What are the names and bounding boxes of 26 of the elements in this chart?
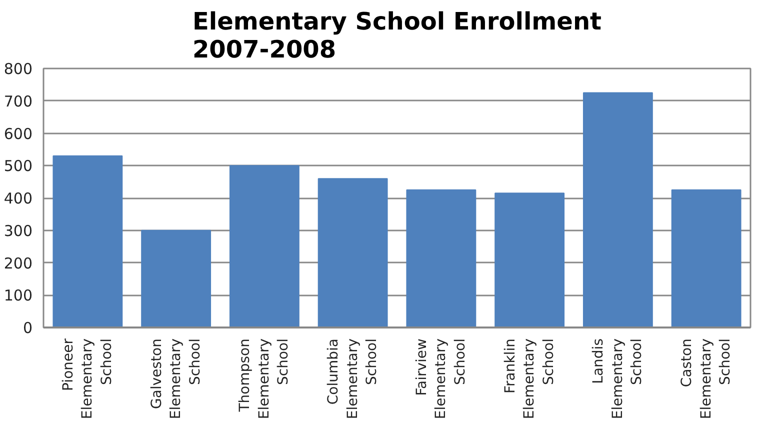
bar <box>582 92 653 328</box>
bar <box>671 189 742 328</box>
y-tick-label: 100 <box>4 286 33 305</box>
x-tick-label: Thompson Elementary School <box>237 338 292 420</box>
bar <box>141 230 212 328</box>
y-tick-label: 500 <box>4 157 33 176</box>
x-tick-label: Galveston Elementary School <box>148 338 204 420</box>
y-tick-label: 400 <box>4 190 33 208</box>
chart-title: Elementary School Enrollment 2007-2008 <box>192 8 602 64</box>
x-tick-label: Columbia Elementary School <box>326 338 380 420</box>
x-tick-label: Fairview Elementary School <box>414 338 468 420</box>
y-tick-label: 300 <box>4 222 33 240</box>
y-tick-label: 200 <box>4 254 33 272</box>
x-tick-label: Pioneer Elementary School <box>60 338 115 420</box>
x-tick-label: Caston Elementary School <box>679 338 734 420</box>
y-tick-label: 600 <box>4 124 33 143</box>
x-tick-label: Franklin Elementary School <box>502 338 557 420</box>
bar <box>318 178 388 328</box>
x-tick-label: Landis Elementary School <box>590 338 646 420</box>
y-tick-label: 800 <box>4 60 33 78</box>
bar <box>52 155 123 328</box>
bar <box>494 192 565 328</box>
bar <box>229 165 300 328</box>
bar <box>406 189 476 328</box>
y-tick-label: 0 <box>22 319 33 337</box>
y-tick-label: 700 <box>4 92 33 110</box>
